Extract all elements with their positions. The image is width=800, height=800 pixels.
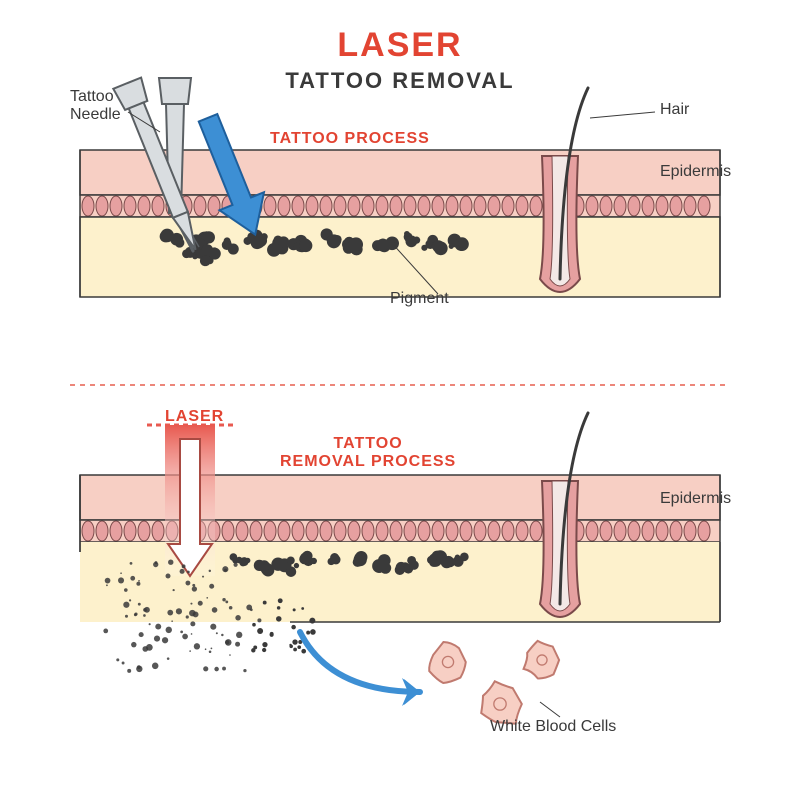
- section2-title: TATTOOREMOVAL PROCESS: [280, 435, 456, 471]
- section1-title: TATTOO PROCESS: [270, 130, 430, 148]
- label-white-blood-cells: White Blood Cells: [490, 718, 616, 736]
- diagram-canvas: LASER TATTOO REMOVAL TATTOO PROCESS TATT…: [0, 0, 800, 800]
- label-epidermis-1: Epidermis: [660, 163, 731, 181]
- label-epidermis-2: Epidermis: [660, 490, 731, 508]
- label-tattoo-needle: TattooNeedle: [70, 88, 121, 124]
- label-laser: LASER: [165, 408, 224, 426]
- label-hair: Hair: [660, 101, 689, 119]
- label-pigment: Pigment: [390, 290, 449, 308]
